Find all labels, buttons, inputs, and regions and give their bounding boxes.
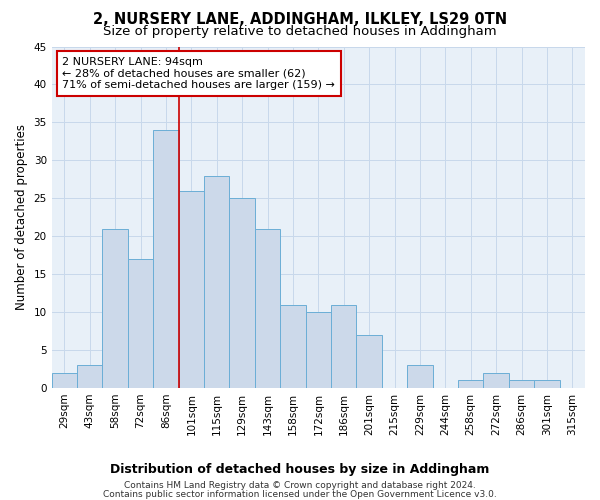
Bar — [255, 228, 280, 388]
Bar — [128, 259, 153, 388]
Bar — [204, 176, 229, 388]
Text: Contains HM Land Registry data © Crown copyright and database right 2024.: Contains HM Land Registry data © Crown c… — [124, 481, 476, 490]
Bar — [103, 228, 128, 388]
Text: 2, NURSERY LANE, ADDINGHAM, ILKLEY, LS29 0TN: 2, NURSERY LANE, ADDINGHAM, ILKLEY, LS29… — [93, 12, 507, 28]
Bar — [356, 335, 382, 388]
Bar — [280, 304, 305, 388]
Text: 2 NURSERY LANE: 94sqm
← 28% of detached houses are smaller (62)
71% of semi-deta: 2 NURSERY LANE: 94sqm ← 28% of detached … — [62, 56, 335, 90]
Bar — [229, 198, 255, 388]
Bar — [331, 304, 356, 388]
Bar — [52, 373, 77, 388]
Bar — [77, 365, 103, 388]
Text: Distribution of detached houses by size in Addingham: Distribution of detached houses by size … — [110, 462, 490, 475]
Bar — [534, 380, 560, 388]
Bar — [484, 373, 509, 388]
Bar — [407, 365, 433, 388]
Y-axis label: Number of detached properties: Number of detached properties — [15, 124, 28, 310]
Bar — [179, 190, 204, 388]
Bar — [458, 380, 484, 388]
Bar — [153, 130, 179, 388]
Text: Contains public sector information licensed under the Open Government Licence v3: Contains public sector information licen… — [103, 490, 497, 499]
Bar — [509, 380, 534, 388]
Bar — [305, 312, 331, 388]
Text: Size of property relative to detached houses in Addingham: Size of property relative to detached ho… — [103, 25, 497, 38]
